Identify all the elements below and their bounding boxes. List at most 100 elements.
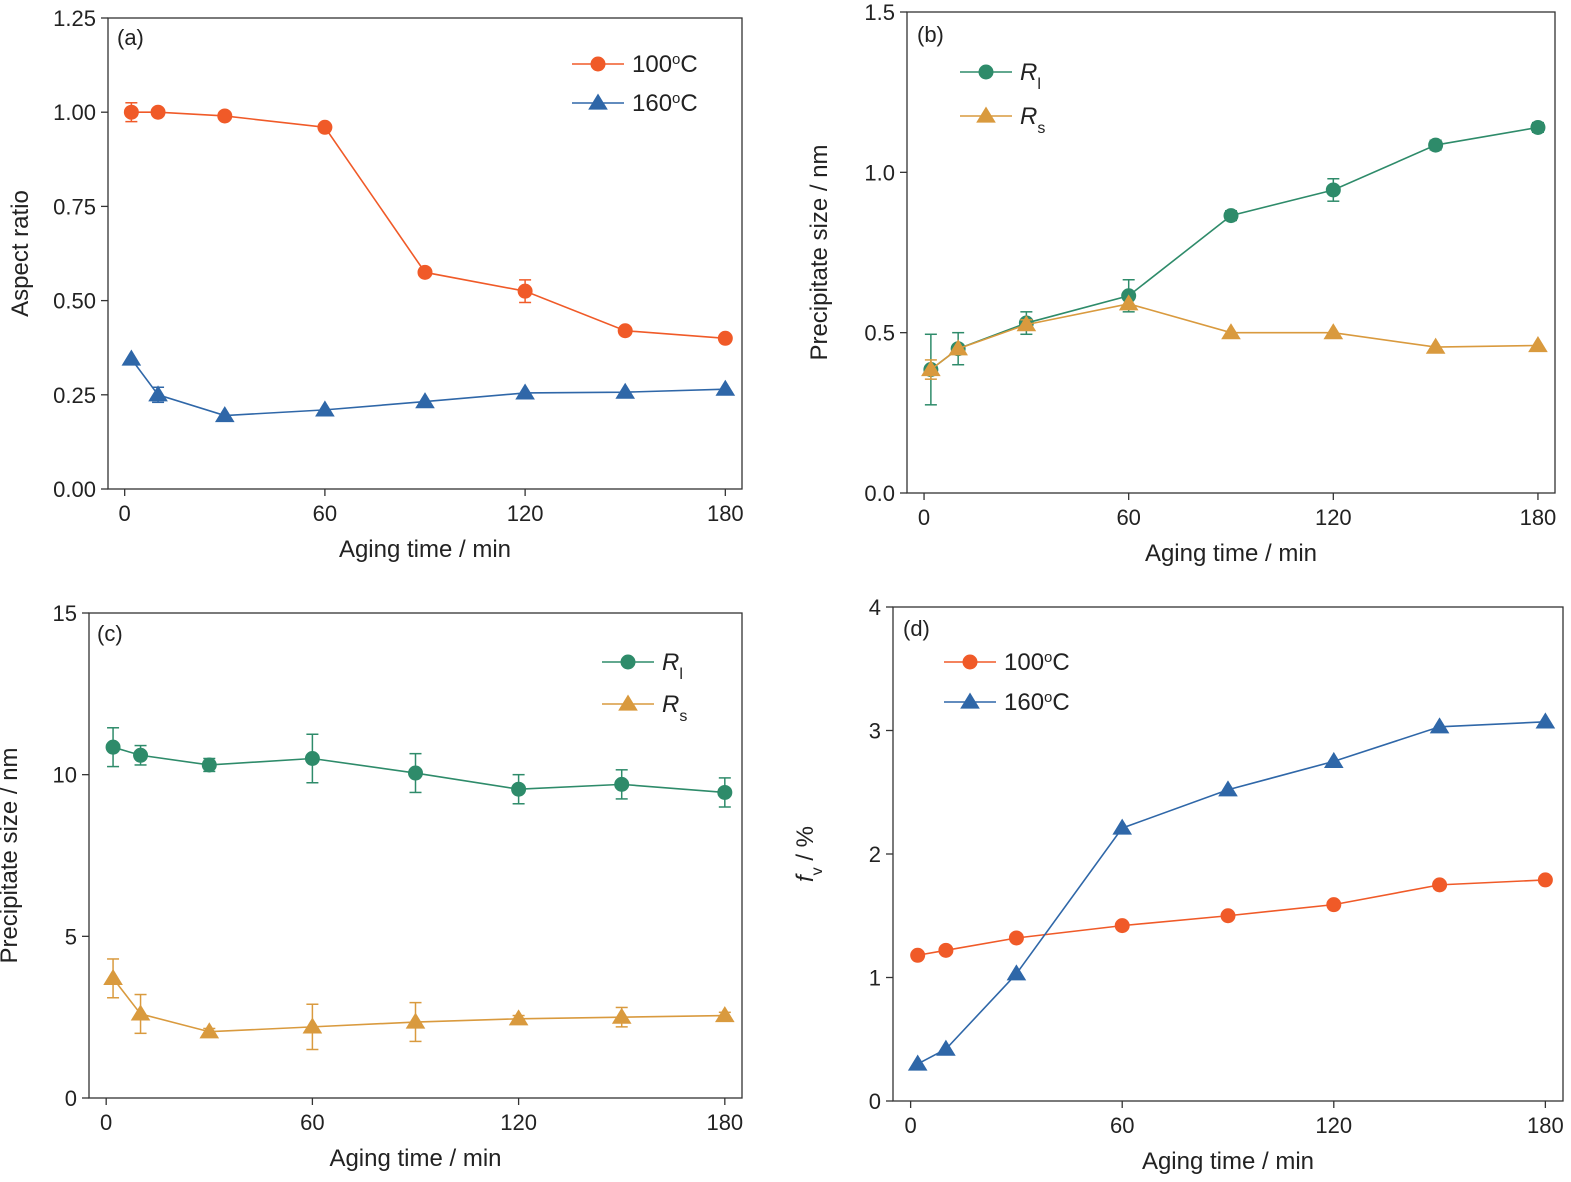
series-line bbox=[917, 721, 1546, 1065]
data-point bbox=[1118, 294, 1139, 311]
plot-frame bbox=[906, 11, 1556, 494]
y-axis-title: Precipitate size / nm bbox=[0, 747, 23, 963]
data-point bbox=[717, 330, 733, 346]
data-point bbox=[201, 757, 217, 773]
y-tick-label: 4 bbox=[869, 595, 881, 620]
data-point bbox=[617, 323, 633, 339]
data-point bbox=[121, 349, 142, 366]
x-axis-title: Aging time / min bbox=[1145, 540, 1317, 567]
data-point bbox=[302, 1017, 323, 1034]
x-axis-title: Aging time / min bbox=[1142, 1148, 1314, 1175]
data-point bbox=[936, 1039, 956, 1056]
legend-marker bbox=[590, 56, 606, 72]
series-0 bbox=[923, 119, 1546, 406]
data-point bbox=[130, 1004, 151, 1021]
legend-marker bbox=[962, 654, 978, 670]
data-point bbox=[517, 283, 533, 299]
legend-entry: Rs bbox=[960, 103, 1045, 137]
plot-frame bbox=[892, 606, 1564, 1102]
data-point bbox=[1323, 751, 1344, 768]
series-0 bbox=[105, 727, 733, 808]
data-point bbox=[614, 776, 630, 792]
data-point bbox=[1429, 717, 1450, 734]
legend-label: Rl bbox=[662, 649, 683, 683]
legend-entry: 160oC bbox=[944, 689, 1070, 716]
data-point bbox=[910, 947, 926, 963]
y-tick-label: 15 bbox=[53, 601, 77, 626]
data-point bbox=[1218, 780, 1238, 797]
data-point bbox=[921, 360, 941, 377]
data-point bbox=[150, 104, 166, 120]
data-point bbox=[717, 784, 733, 800]
y-axis-title: Aspect ratio bbox=[7, 190, 34, 317]
legend-entry: 100oC bbox=[572, 51, 698, 79]
data-point bbox=[405, 1012, 426, 1029]
data-point bbox=[1326, 897, 1342, 913]
y-axis-title: fv / % bbox=[792, 826, 826, 882]
data-point bbox=[315, 400, 335, 417]
legend-marker bbox=[960, 692, 980, 709]
legend-label: 160oC bbox=[632, 90, 698, 118]
x-tick-label: 180 bbox=[1520, 505, 1557, 530]
series-0 bbox=[910, 872, 1553, 963]
y-tick-label: 0.5 bbox=[864, 321, 895, 346]
data-point bbox=[948, 339, 968, 356]
data-point bbox=[1425, 337, 1446, 354]
data-point bbox=[1016, 315, 1037, 332]
series-1 bbox=[907, 712, 1556, 1071]
y-tick-label: 0.0 bbox=[864, 481, 895, 506]
data-point bbox=[1535, 712, 1556, 729]
legend-marker bbox=[620, 654, 636, 670]
legend-entry: Rl bbox=[602, 649, 683, 683]
legend-entry: Rl bbox=[960, 59, 1041, 93]
data-point bbox=[1223, 208, 1239, 224]
data-point bbox=[508, 1009, 529, 1026]
legend-label: 100oC bbox=[1004, 649, 1070, 677]
data-point bbox=[133, 747, 149, 763]
data-point bbox=[907, 1054, 928, 1071]
y-tick-label: 1.0 bbox=[864, 160, 895, 185]
data-point bbox=[1428, 137, 1444, 153]
legend-entry: Rs bbox=[602, 691, 687, 725]
y-tick-label: 5 bbox=[65, 924, 77, 949]
y-tick-label: 0 bbox=[869, 1089, 881, 1114]
y-tick-label: 0.00 bbox=[53, 477, 96, 502]
y-tick-label: 1.5 bbox=[864, 0, 895, 25]
x-tick-label: 60 bbox=[1116, 505, 1140, 530]
panel-label: (c) bbox=[97, 621, 123, 646]
plot-frame bbox=[88, 612, 743, 1099]
data-point bbox=[304, 751, 320, 766]
x-tick-label: 0 bbox=[100, 1110, 112, 1135]
data-point bbox=[103, 968, 123, 985]
legend-label: 100oC bbox=[632, 51, 698, 79]
data-point bbox=[123, 104, 139, 120]
legend-entry: 100oC bbox=[944, 649, 1070, 677]
data-point bbox=[317, 119, 333, 135]
x-tick-label: 180 bbox=[707, 501, 744, 526]
x-tick-label: 120 bbox=[1315, 1113, 1352, 1138]
series-1 bbox=[103, 958, 735, 1051]
data-point bbox=[408, 765, 423, 781]
legend-label: Rl bbox=[1020, 59, 1041, 93]
data-point bbox=[199, 1022, 220, 1039]
legend-marker bbox=[618, 694, 638, 711]
x-tick-label: 180 bbox=[706, 1110, 743, 1135]
panel-b: 0 60 120 180 0.0 0.5 1.0 1.5 Aging time / min Pre… bbox=[806, 0, 1556, 567]
x-tick-label: 60 bbox=[313, 501, 337, 526]
x-tick-label: 60 bbox=[1110, 1113, 1134, 1138]
panel-label: (b) bbox=[917, 22, 944, 47]
data-point bbox=[1112, 818, 1133, 835]
data-point bbox=[415, 392, 435, 409]
data-point bbox=[511, 781, 527, 797]
data-point bbox=[615, 382, 636, 399]
data-point bbox=[515, 383, 535, 400]
x-tick-label: 120 bbox=[507, 501, 544, 526]
data-point bbox=[1325, 182, 1341, 198]
data-point bbox=[148, 385, 168, 402]
x-axis-title: Aging time / min bbox=[339, 536, 511, 563]
panel-c: 0 60 120 180 0 5 10 15 Aging time / min Precipita… bbox=[0, 601, 743, 1172]
y-tick-label: 1.00 bbox=[53, 100, 96, 125]
series-1 bbox=[121, 349, 736, 423]
y-tick-label: 3 bbox=[869, 719, 881, 744]
data-point bbox=[1537, 872, 1553, 888]
